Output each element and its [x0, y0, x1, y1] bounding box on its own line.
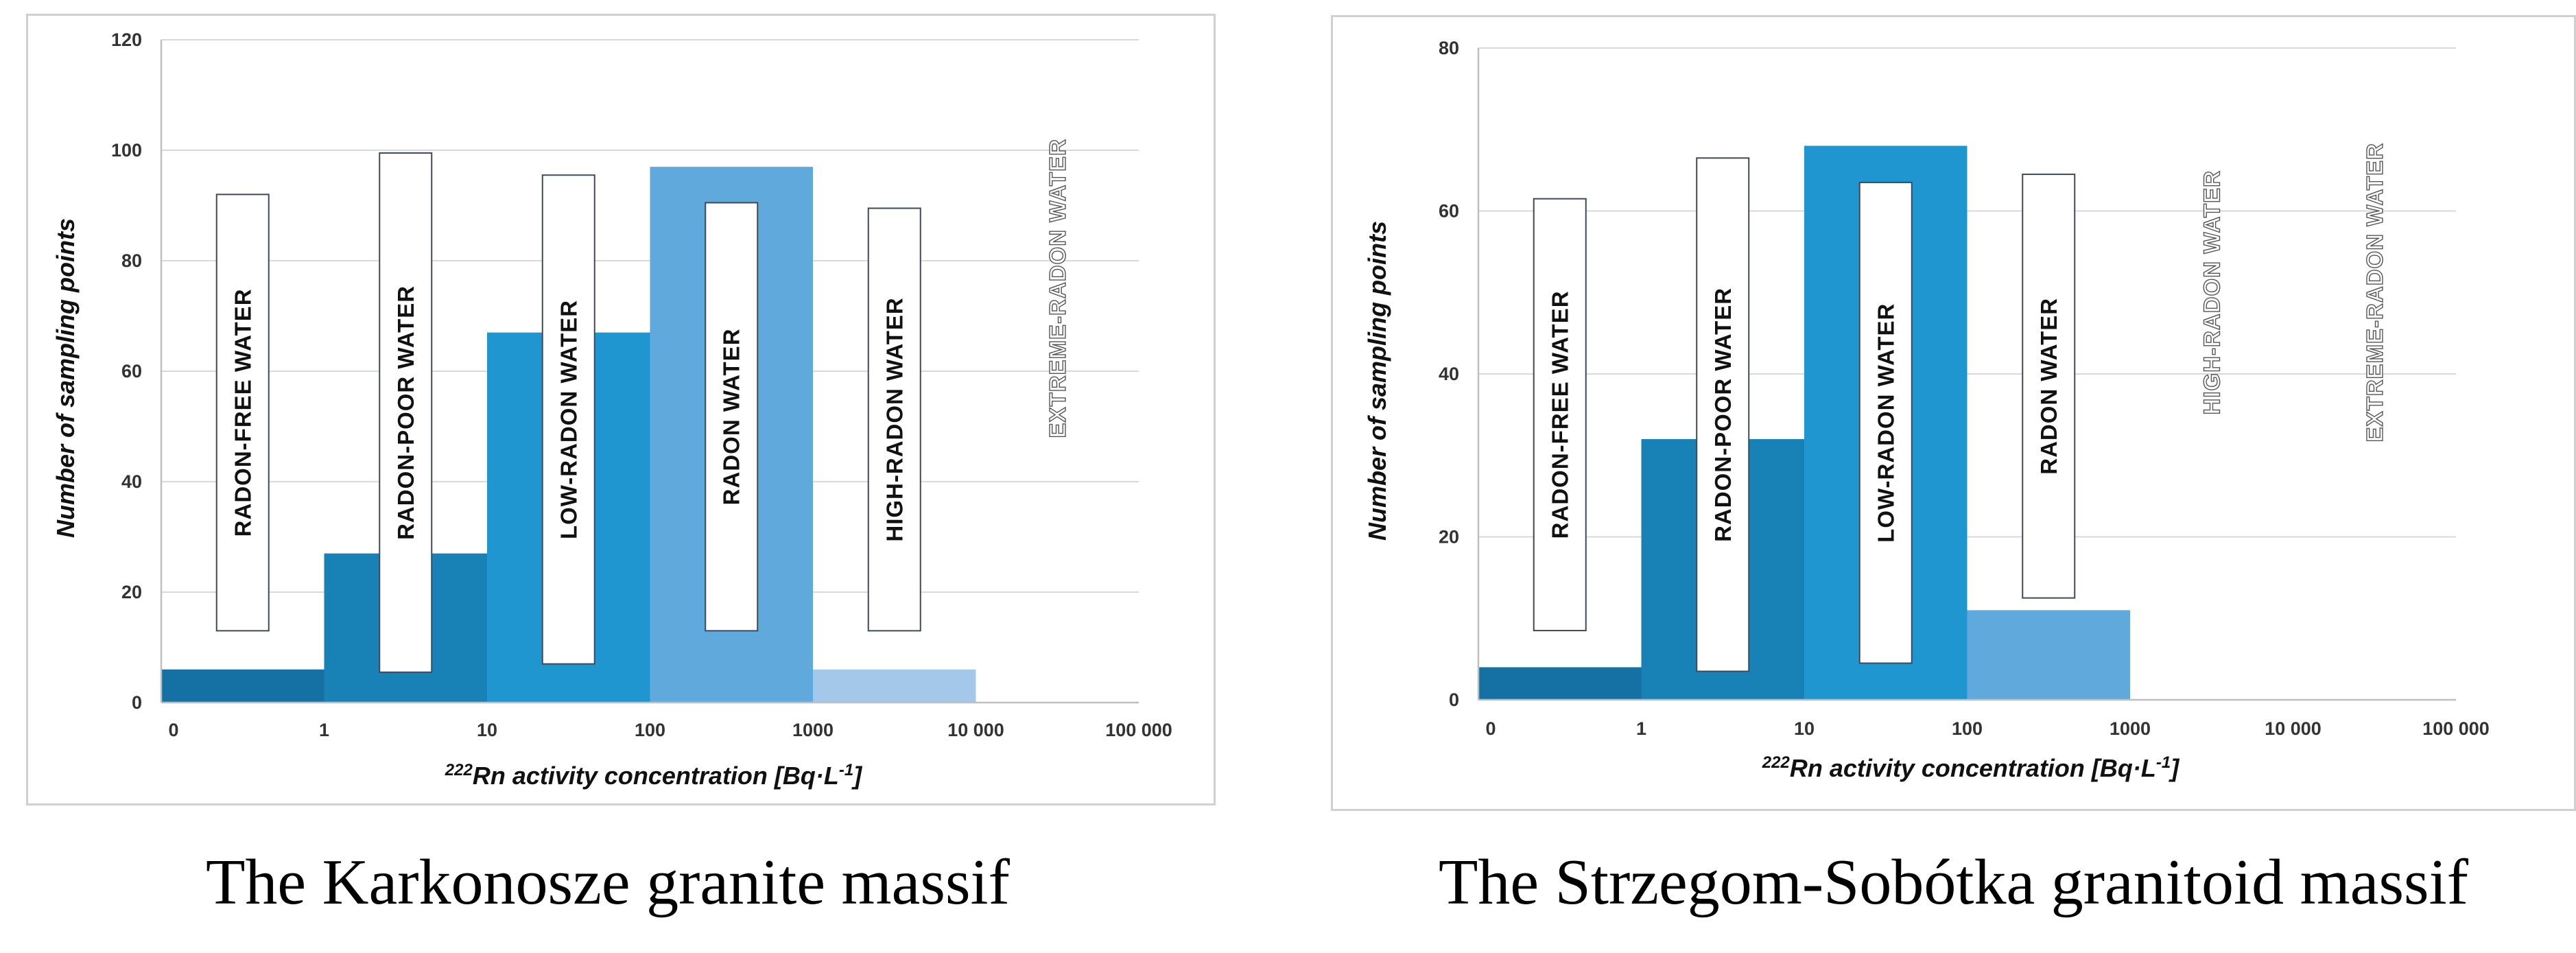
x-axis-title: 222Rn activity concentration [Bq·L-1]: [1762, 753, 2179, 783]
y-tick-label: 40: [121, 471, 142, 492]
histogram-bar: [161, 669, 324, 703]
class-label: LOW-RADON WATER: [541, 174, 595, 665]
class-label-box: [541, 174, 595, 665]
x-tick-label: 100 000: [2422, 718, 2490, 739]
x-tick-label: 0: [168, 720, 178, 740]
class-label-box: [1696, 157, 1750, 672]
x-tick-label: 100 000: [1105, 720, 1172, 740]
class-label: EXTREME-RADON WATER: [2361, 142, 2387, 443]
chart-frame: [26, 14, 1216, 805]
x-tick-label: 1000: [792, 720, 834, 740]
y-tick-label: 80: [121, 250, 142, 271]
histogram-bar: [1478, 667, 1642, 700]
x-axis-title: 222Rn activity concentration [Bq·L-1]: [445, 761, 862, 790]
y-tick-label: 120: [111, 30, 142, 50]
class-label-box: [705, 202, 759, 632]
y-tick-label: 80: [1439, 38, 1459, 58]
class-label-text: HIGH-RADON WATER: [2199, 170, 2224, 414]
gridlines: [161, 39, 1139, 593]
histogram-bar: [813, 669, 976, 703]
x-tick-label: 1: [1636, 718, 1646, 739]
class-label-text: RADON-POOR WATER: [1710, 287, 1736, 542]
class-label-text: HIGH-RADON WATER: [882, 297, 907, 541]
class-label-box: [1533, 198, 1587, 632]
class-label: RADON-POOR WATER: [1696, 157, 1750, 672]
y-tick-label: 0: [132, 692, 142, 713]
chart-frame: [1331, 15, 2576, 811]
x-tick-label: 10: [477, 720, 497, 740]
class-label-text: RADON-FREE WATER: [230, 288, 255, 537]
y-tick-label: 20: [1439, 527, 1459, 548]
class-label: RADON WATER: [2022, 174, 2076, 599]
class-label-text: EXTREME-RADON WATER: [2362, 143, 2387, 442]
x-tick-label: 0: [1485, 718, 1496, 739]
class-label-box: [379, 152, 433, 673]
x-tick-label: 1: [319, 720, 329, 740]
x-tick-label: 10 000: [947, 720, 1004, 740]
y-tick-label: 100: [111, 140, 142, 161]
chart-caption: The Strzegom-Sobótka granitoid massif: [1438, 847, 2469, 918]
y-tick-label: 20: [121, 582, 142, 602]
y-tick-label: 60: [121, 361, 142, 381]
x-tick-label: 100: [635, 720, 665, 740]
class-label: RADON-FREE WATER: [1533, 198, 1587, 632]
x-tick-label: 100: [1952, 718, 1983, 739]
x-tick-label: 10: [1794, 718, 1815, 739]
y-axis-title: Number of sampling points: [51, 218, 80, 538]
class-label: RADON-POOR WATER: [379, 152, 433, 673]
class-label: RADON-FREE WATER: [215, 193, 270, 632]
class-label-text: RADON WATER: [719, 328, 744, 505]
class-label-text: RADON WATER: [2036, 298, 2061, 475]
histogram-strzegom-sobotka: 0 20 40 60 80 0 1 10 100 1000 10 000 100 000 222Rn a…: [1363, 38, 2490, 783]
class-label-text: LOW-RADON WATER: [1873, 303, 1898, 543]
chart-panel-strzegom-sobotka: 0 20 40 60 80 0 1 10 100 1000 10 000 100 000 222Rn a…: [1331, 0, 2576, 953]
histogram-karkonosze: 0 20 40 60 80 100 120 0 1 10 100 1000 10 000 100 000 2…: [51, 30, 1172, 790]
class-label-text: RADON-POOR WATER: [393, 285, 418, 540]
chart-panel-karkonosze: 0 20 40 60 80 100 120 0 1 10 100 1000 10 000 100 000 2…: [0, 0, 1216, 953]
y-tick-label: 40: [1439, 364, 1459, 384]
class-label-text: RADON-FREE WATER: [1547, 290, 1572, 539]
y-tick-label: 0: [1449, 690, 1459, 710]
class-label-box: [215, 193, 270, 632]
chart-caption: The Karkonosze granite massif: [206, 847, 1010, 918]
class-label-box: [2022, 174, 2076, 599]
class-label: RADON WATER: [705, 202, 759, 632]
x-tick-label: 10 000: [2265, 718, 2321, 739]
class-label-box: [1858, 181, 1913, 664]
class-label: LOW-RADON WATER: [1858, 181, 1913, 664]
class-label-text: LOW-RADON WATER: [556, 300, 581, 539]
histogram-bar: [1967, 610, 2130, 700]
class-label-box: [867, 207, 921, 632]
class-label-text: EXTREME-RADON WATER: [1045, 139, 1070, 438]
class-label: HIGH-RADON WATER: [2199, 169, 2225, 415]
x-tick-label: 1000: [2110, 718, 2151, 739]
class-label: HIGH-RADON WATER: [867, 207, 921, 632]
y-axis-title: Number of sampling points: [1363, 221, 1391, 541]
class-label: EXTREME-RADON WATER: [1044, 138, 1070, 438]
y-tick-label: 60: [1439, 201, 1459, 222]
